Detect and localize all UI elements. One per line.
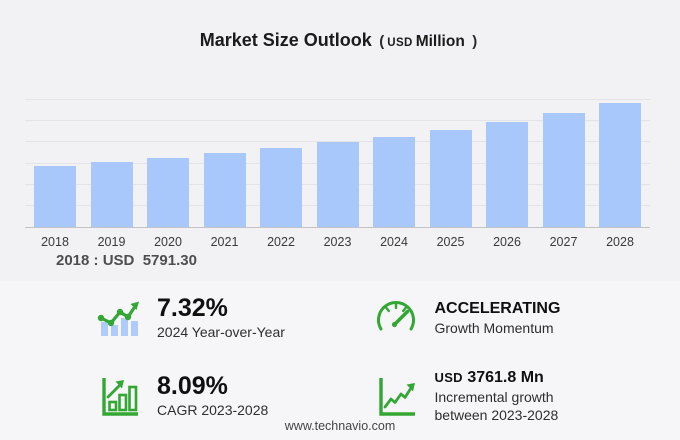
bar-2027 (542, 112, 585, 227)
x-tick-label-2027: 2027 (549, 235, 578, 249)
stat-growth-momentum: ACCELERATING Growth Momentum (373, 287, 651, 349)
bar-2021 (203, 152, 246, 227)
plot-area (25, 99, 650, 228)
title-main: Market Size Outlook (199, 30, 372, 50)
x-tick-label-2025: 2025 (436, 235, 465, 249)
bar-2018 (34, 165, 76, 227)
gridline (25, 120, 650, 122)
stat-yoy-growth: 7.32% 2024 Year-over-Year (95, 287, 373, 349)
x-tick-label-2024: 2024 (380, 235, 408, 249)
x-tick-label-2021: 2021 (210, 235, 239, 249)
bar-2024 (373, 136, 415, 227)
cagr-label: CAGR 2023-2028 (157, 402, 269, 418)
incremental-value-amount: 3761.8 Mn (467, 368, 544, 386)
x-tick-label-2020: 2020 (154, 235, 182, 249)
stats-panel: 7.32% 2024 Year-over-Year ACCELERATING G… (0, 281, 680, 440)
incremental-value: USD 3761.8 Mn (435, 368, 610, 387)
bar-2026 (486, 121, 528, 227)
page-title: Market Size Outlook (USD Million ) (0, 30, 680, 51)
title-unit-currency: USD (387, 37, 413, 49)
gridline (25, 99, 650, 100)
title-paren-close: ) (472, 33, 478, 50)
bar-2023 (316, 141, 359, 227)
x-axis-labels: 2018 2019 2020 2021 2022 2023 2024 2025 2026 2027… (25, 235, 650, 249)
yoy-value: 7.32% (157, 293, 228, 322)
cagr-value: 8.09% (157, 371, 228, 400)
x-tick-label-2019: 2019 (97, 235, 126, 249)
x-tick-label-2018: 2018 (41, 235, 69, 249)
title-unit: Million (415, 33, 465, 50)
stats-grid: 7.32% 2024 Year-over-Year ACCELERATING G… (0, 281, 680, 427)
x-tick-label-2028: 2028 (606, 235, 634, 249)
momentum-value: ACCELERATING (434, 299, 561, 317)
bar-growth-icon (102, 378, 138, 416)
line-growth-icon (378, 378, 415, 416)
speedometer-icon (376, 300, 415, 331)
stat-incremental-growth: USD 3761.8 Mn Incremental growth between… (373, 365, 651, 427)
market-size-bar-chart: 2018 2019 2020 2021 2022 2023 2024 2025 2026 2027… (25, 99, 650, 249)
bar-2020 (147, 157, 189, 227)
incremental-value-currency: USD (434, 369, 463, 385)
bars-row (25, 100, 650, 227)
base-year-value: 2018 : USD 5791.30 (56, 252, 197, 269)
footer-url: www.technavio.com (284, 419, 396, 433)
bar-2028 (599, 102, 641, 227)
stat-cagr: 8.09% CAGR 2023-2028 (95, 365, 373, 427)
momentum-label: Growth Momentum (434, 319, 554, 336)
x-tick-label-2023: 2023 (323, 235, 352, 249)
title-paren-open: ( (379, 33, 385, 50)
bar-trend-icon (97, 301, 139, 336)
x-tick-label-2026: 2026 (493, 235, 521, 249)
bar-2025 (429, 129, 472, 227)
bar-2022 (260, 147, 302, 227)
yoy-label: 2024 Year-over-Year (157, 324, 285, 340)
x-tick-label-2022: 2022 (267, 235, 295, 249)
incremental-label: Incremental growth between 2023-2028 (434, 389, 559, 423)
bar-2019 (90, 161, 133, 227)
